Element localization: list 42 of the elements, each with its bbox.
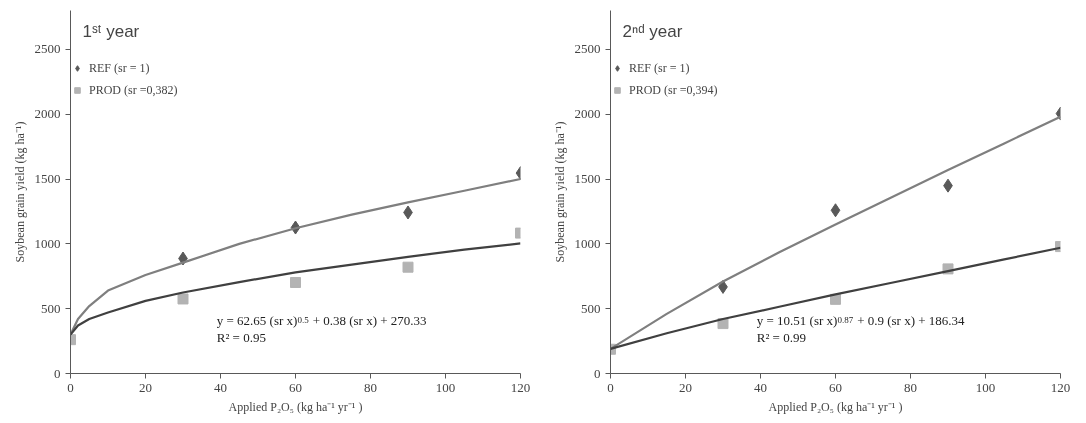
x-tick-label: 100	[975, 379, 996, 395]
annotation: R² = 0.99	[756, 330, 806, 346]
point	[177, 293, 189, 305]
x-tick-label: 80	[364, 379, 377, 395]
y-tick-label: 0	[594, 365, 601, 381]
y-axis-title: Soybean grain yield (kg ha⁻¹)	[552, 121, 567, 263]
x-tick-label: 100	[435, 379, 456, 395]
y-tick-label: 1500	[574, 171, 601, 187]
x-tick-label: 40	[214, 379, 227, 395]
x-tick-label: 120	[1050, 379, 1071, 395]
text: 2ⁿᵈ year	[622, 21, 683, 41]
x-tick-label: 40	[754, 379, 767, 395]
point	[830, 203, 841, 218]
y-tick-label: 0	[54, 365, 61, 381]
y-tick-label: 2000	[34, 106, 61, 122]
y-axis-title: Soybean grain yield (kg ha⁻¹)	[12, 121, 27, 263]
x-axis-title: Applied P₂O₅ (kg ha⁻¹ yr⁻¹ )	[768, 399, 903, 414]
y-tick-label: 500	[41, 300, 61, 316]
x-tick-label: 0	[67, 379, 74, 395]
x-tick-label: 20	[139, 379, 152, 395]
legend-label: REF (sr = 1)	[629, 60, 690, 76]
y-tick-label: 1000	[34, 235, 61, 251]
legend-label: PROD (sr =0,382)	[89, 82, 178, 98]
x-tick-label: 80	[904, 379, 917, 395]
text: 1ˢᵗ year	[82, 21, 140, 41]
y-tick-label: 500	[581, 300, 601, 316]
y-tick-label: 2500	[574, 41, 601, 57]
y-tick-label: 2500	[34, 41, 61, 57]
x-tick-label: 60	[289, 379, 302, 395]
x-axis-title: Applied P₂O₅ (kg ha⁻¹ yr⁻¹ )	[228, 399, 363, 414]
y-tick-label: 2000	[574, 106, 601, 122]
x-tick-label: 0	[607, 379, 614, 395]
legend-label: REF (sr = 1)	[89, 60, 150, 76]
x-tick-label: 20	[679, 379, 692, 395]
y-tick-label: 1500	[34, 171, 61, 187]
legend-label: PROD (sr =0,394)	[629, 82, 718, 98]
x-tick-label: 60	[829, 379, 842, 395]
point	[290, 276, 301, 288]
annotation: R² = 0.95	[216, 330, 266, 346]
x-tick-label: 120	[510, 379, 531, 395]
y-tick-label: 1000	[574, 235, 601, 251]
point	[402, 261, 414, 273]
